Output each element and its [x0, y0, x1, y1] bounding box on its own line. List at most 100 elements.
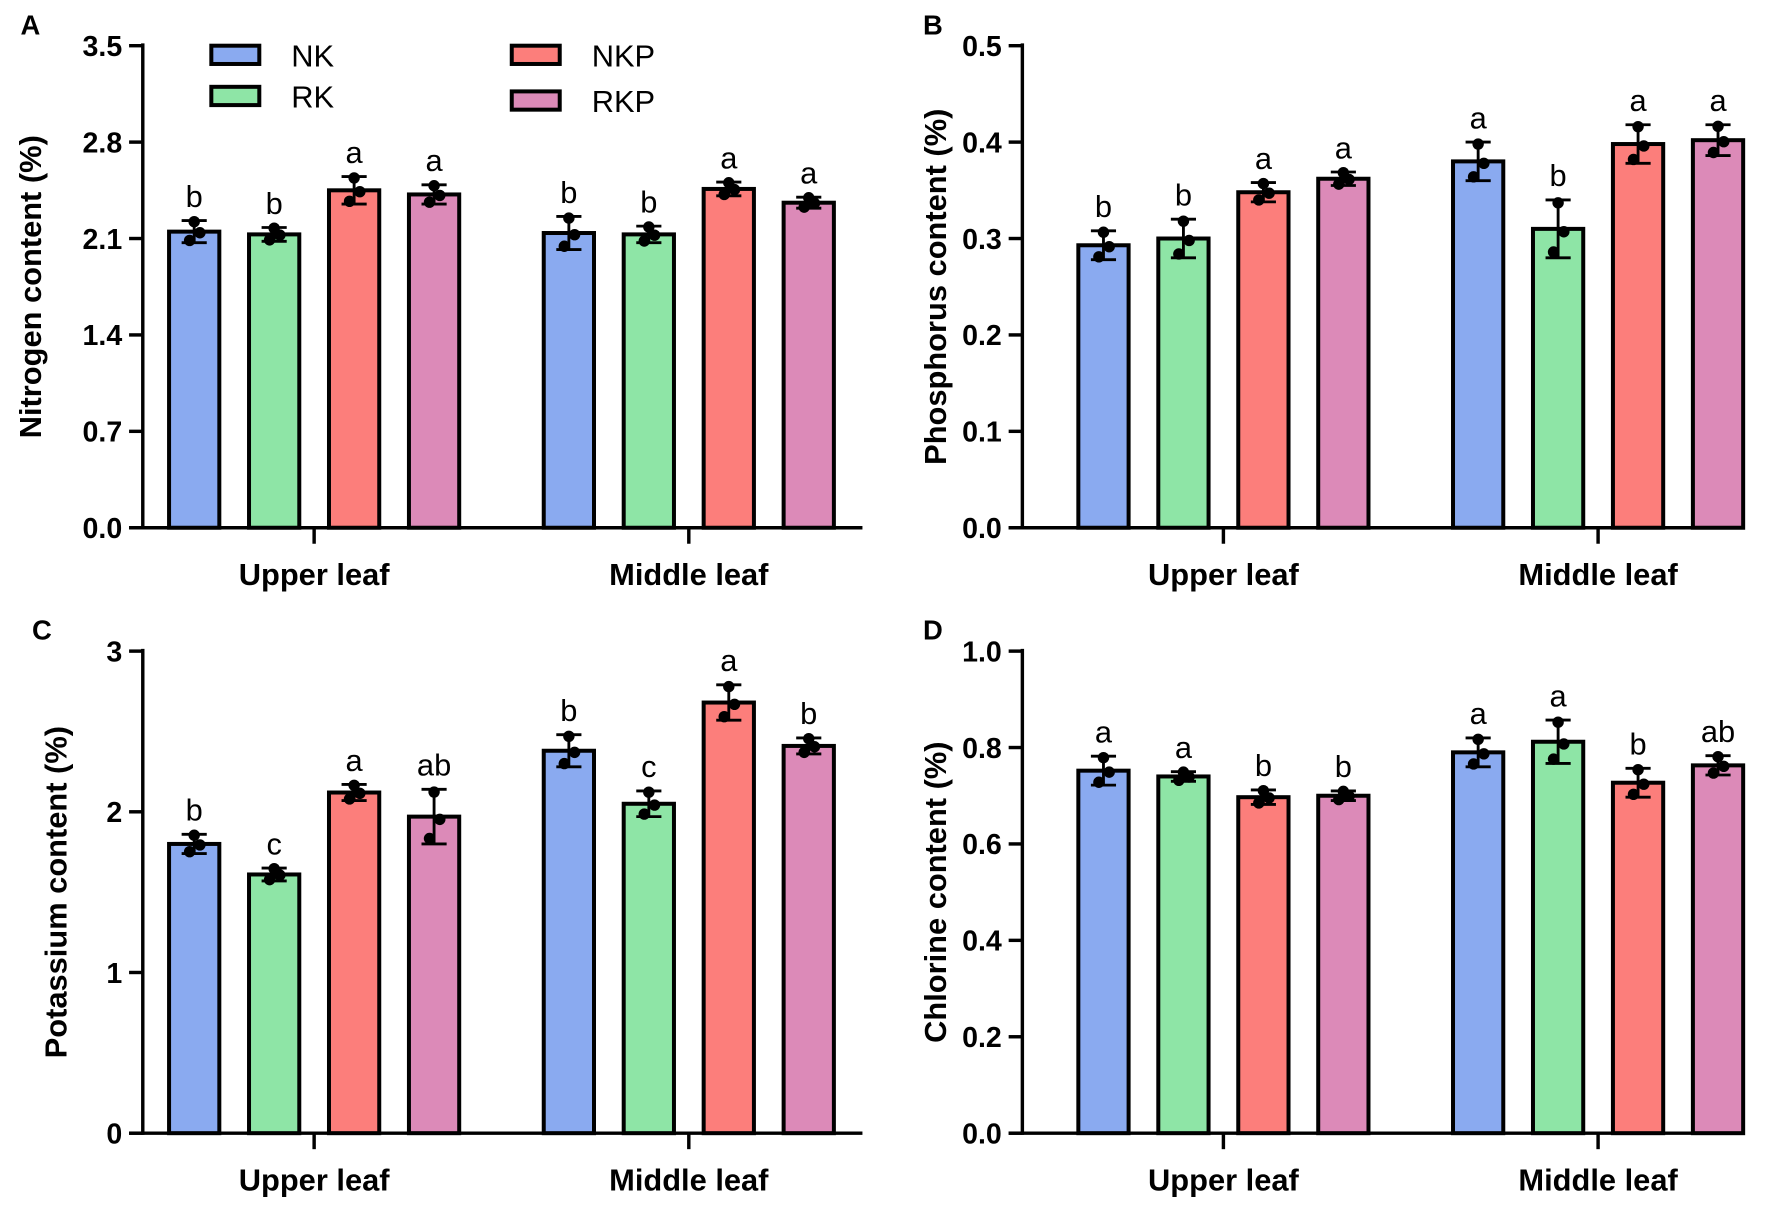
data-point — [183, 234, 196, 247]
legend-swatch-NKP — [509, 43, 562, 66]
y-tick-label: 2.1 — [83, 224, 123, 256]
y-tick-label: 0.4 — [962, 127, 1002, 159]
data-point — [1173, 774, 1185, 787]
data-point — [1552, 197, 1564, 209]
legend: NK RK NKP RKP — [209, 38, 655, 119]
data-point — [1253, 797, 1265, 809]
data-point — [568, 746, 581, 759]
y-tick-label: 2.8 — [83, 127, 123, 159]
x-tick-label: Upper leaf — [1148, 1162, 1299, 1197]
y-tick-label: 1.4 — [83, 320, 123, 352]
y-axis-label: Nitrogen content (%) — [13, 135, 48, 438]
data-point — [434, 189, 446, 202]
data-point — [194, 839, 206, 851]
significance-letter: b — [1095, 189, 1112, 224]
bar-RKP-middle-leaf — [1690, 138, 1746, 530]
legend-label-RKP: RKP — [592, 84, 655, 119]
data-point — [1263, 792, 1275, 804]
data-point — [1707, 767, 1720, 779]
bar-RKP-upper-leaf — [1316, 793, 1371, 1136]
significance-letter: a — [1550, 678, 1568, 713]
data-point — [638, 808, 650, 820]
bar-NKP-middle-leaf — [701, 186, 756, 530]
data-point — [274, 229, 286, 241]
legend-label-NK: NK — [291, 38, 334, 73]
data-point — [434, 813, 446, 826]
data-point — [1097, 226, 1110, 238]
data-point — [1263, 187, 1275, 199]
significance-letter: a — [346, 743, 364, 778]
data-point — [263, 234, 276, 246]
data-point — [808, 741, 821, 753]
panel-label: C — [32, 615, 52, 646]
y-tick-label: 0.4 — [962, 926, 1002, 958]
data-point — [274, 869, 286, 881]
data-point — [1343, 790, 1355, 802]
legend-label-NKP: NKP — [592, 38, 655, 73]
significance-letter: a — [425, 143, 443, 178]
significance-letter: b — [186, 793, 203, 828]
y-tick-label: 3.5 — [83, 31, 123, 63]
x-tick-label: Middle leaf — [609, 557, 769, 592]
data-point — [1707, 146, 1720, 159]
significance-letter: b — [560, 175, 577, 210]
data-point — [808, 197, 821, 209]
data-point — [1333, 793, 1345, 806]
data-point — [188, 216, 200, 228]
significance-letter: a — [1470, 696, 1488, 731]
legend-swatch-RK — [209, 84, 262, 108]
x-tick-label: Upper leaf — [239, 1162, 390, 1197]
data-point — [1638, 140, 1650, 152]
panel-label: A — [21, 9, 41, 40]
data-point — [1183, 234, 1195, 247]
bar-NK-middle-leaf — [1451, 159, 1506, 530]
y-tick-label: 0.5 — [962, 31, 1002, 63]
y-tick-label: 0.0 — [83, 513, 123, 545]
bar-RK-upper-leaf — [1156, 236, 1211, 530]
bar-RK-upper-leaf — [247, 232, 302, 530]
data-point — [1478, 748, 1490, 760]
data-point — [354, 787, 366, 800]
data-point — [563, 730, 575, 742]
significance-letter: b — [1255, 748, 1272, 783]
data-point — [1632, 120, 1644, 133]
bar-NKP-middle-leaf — [1610, 142, 1666, 530]
y-tick-label: 0.8 — [962, 733, 1002, 765]
data-point — [648, 229, 661, 241]
significance-letter: a — [346, 135, 364, 170]
data-point — [643, 221, 655, 233]
data-point — [343, 793, 356, 805]
panel-label: D — [923, 615, 943, 646]
bar-RKP-upper-leaf — [406, 814, 462, 1136]
data-point — [1103, 766, 1115, 778]
significance-letter: a — [1095, 715, 1113, 750]
data-point — [1103, 241, 1115, 253]
bar-RKP-middle-leaf — [781, 743, 836, 1136]
significance-letter: a — [1175, 730, 1193, 765]
y-tick-label: 2 — [106, 797, 122, 829]
data-point — [1093, 251, 1105, 263]
significance-letter: b — [1175, 178, 1192, 213]
y-tick-label: 0.0 — [962, 513, 1002, 545]
significance-letter: a — [1470, 100, 1488, 135]
x-tick-label: Middle leaf — [1518, 557, 1678, 592]
data-point — [1343, 173, 1355, 186]
y-tick-label: 0 — [106, 1118, 122, 1150]
bar-NKP-upper-leaf — [326, 188, 382, 530]
data-point — [558, 240, 571, 252]
x-tick-label: Upper leaf — [239, 557, 390, 592]
data-point — [1558, 226, 1570, 238]
data-point — [354, 185, 366, 198]
bar-NK-middle-leaf — [1451, 750, 1506, 1136]
y-tick-label: 1.0 — [962, 636, 1002, 668]
data-point — [1177, 215, 1190, 227]
data-point — [348, 172, 360, 184]
data-point — [1097, 751, 1110, 764]
bar-RKP-upper-leaf — [406, 192, 462, 530]
bar-RK-middle-leaf — [621, 232, 676, 530]
data-point — [718, 710, 730, 723]
data-point — [1472, 138, 1484, 150]
data-point — [183, 845, 196, 858]
bar-NK-middle-leaf — [541, 231, 596, 530]
